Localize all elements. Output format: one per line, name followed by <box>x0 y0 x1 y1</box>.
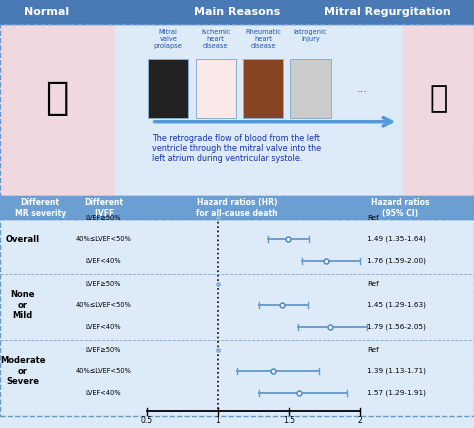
Text: 1.57 (1.29-1.91): 1.57 (1.29-1.91) <box>367 389 426 396</box>
Text: 0.5: 0.5 <box>141 416 153 425</box>
Text: 1.49 (1.35-1.64): 1.49 (1.35-1.64) <box>367 236 426 242</box>
Text: 1: 1 <box>216 416 220 425</box>
Text: Mitral
valve
prolapse: Mitral valve prolapse <box>154 30 182 50</box>
Text: Ischemic
heart
disease: Ischemic heart disease <box>201 30 230 50</box>
Text: 1.79 (1.56-2.05): 1.79 (1.56-2.05) <box>367 324 426 330</box>
Text: None
or
Mild: None or Mild <box>10 290 35 320</box>
Text: 1.5: 1.5 <box>283 416 295 425</box>
Text: 1.76 (1.59-2.00): 1.76 (1.59-2.00) <box>367 258 426 264</box>
Text: Different
LVEF: Different LVEF <box>85 198 124 217</box>
Text: LVEF<40%: LVEF<40% <box>85 324 121 330</box>
Text: 2: 2 <box>358 416 363 425</box>
Bar <box>290 59 331 118</box>
Text: 🫀: 🫀 <box>45 79 69 117</box>
Text: LVEF<40%: LVEF<40% <box>85 390 121 396</box>
Text: 40%≤LVEF<50%: 40%≤LVEF<50% <box>75 236 131 242</box>
Bar <box>0 24 114 196</box>
Text: LVEF<40%: LVEF<40% <box>85 258 121 264</box>
Text: Different
MR severity: Different MR severity <box>15 198 66 217</box>
Text: 40%≤LVEF<50%: 40%≤LVEF<50% <box>75 302 131 308</box>
Text: Hazard ratios (HR)
for all-cause death: Hazard ratios (HR) for all-cause death <box>196 198 278 217</box>
Bar <box>243 59 283 118</box>
Text: 🫀: 🫀 <box>429 83 447 113</box>
Text: Moderate
or
Severe: Moderate or Severe <box>0 357 46 386</box>
Text: LVEF≥50%: LVEF≥50% <box>86 215 121 221</box>
Bar <box>195 59 236 118</box>
Text: Overall: Overall <box>6 235 40 244</box>
Bar <box>148 59 189 118</box>
Text: 40%≤LVEF<50%: 40%≤LVEF<50% <box>75 368 131 374</box>
Text: Hazard ratios
(95% CI): Hazard ratios (95% CI) <box>371 198 430 217</box>
Text: LVEF≥50%: LVEF≥50% <box>86 347 121 353</box>
Bar <box>0 0 474 24</box>
Text: 1.45 (1.29-1.63): 1.45 (1.29-1.63) <box>367 302 426 309</box>
Text: Main Reasons: Main Reasons <box>194 7 280 17</box>
Text: 1.39 (1.13-1.71): 1.39 (1.13-1.71) <box>367 368 426 374</box>
Text: ...: ... <box>357 84 368 94</box>
Text: Iatrogenic
injury: Iatrogenic injury <box>294 30 327 42</box>
Text: The retrograde flow of blood from the left
ventricle through the mitral valve in: The retrograde flow of blood from the le… <box>152 134 321 163</box>
Text: Ref: Ref <box>367 347 379 353</box>
Text: Rheumatic
heart
disease: Rheumatic heart disease <box>245 30 281 50</box>
Bar <box>403 24 474 196</box>
Text: Ref: Ref <box>367 215 379 221</box>
Text: Mitral Regurgitation: Mitral Regurgitation <box>324 7 450 17</box>
Text: LVEF≥50%: LVEF≥50% <box>86 281 121 287</box>
Bar <box>0 196 474 220</box>
Text: Normal: Normal <box>24 7 69 17</box>
Text: Ref: Ref <box>367 281 379 287</box>
